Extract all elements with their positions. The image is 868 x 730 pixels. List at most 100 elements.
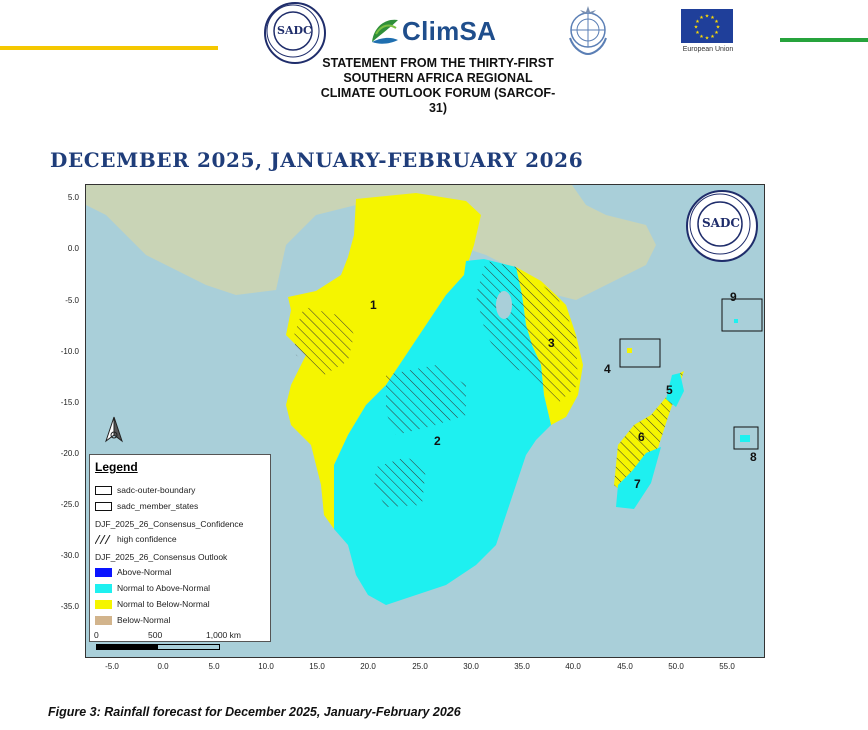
legend-swatch xyxy=(95,486,112,495)
high-confidence-area xyxy=(614,371,684,495)
scale-label: 1,000 km xyxy=(206,630,241,640)
x-tick-label: 5.0 xyxy=(208,662,220,671)
y-tick-label: -25.0 xyxy=(60,500,79,509)
region-label: 8 xyxy=(750,450,757,464)
legend-group-heading: DJF_2025_26_Consensus Outlook xyxy=(95,552,228,562)
eu-star-icon: ★ xyxy=(695,30,700,36)
legend-item: sadc-outer-boundary xyxy=(117,485,196,495)
x-tick-label: 10.0 xyxy=(258,662,274,671)
legend-swatch xyxy=(95,502,112,511)
eu-logo: ★ ★ ★ ★ ★ ★ ★ ★ ★ ★ ★ ★ European Union xyxy=(681,9,735,55)
north-arrow-icon xyxy=(105,416,123,443)
legend-swatch xyxy=(95,584,112,593)
legend-item: Normal to Above-Normal xyxy=(117,583,211,593)
un-emblem-icon xyxy=(569,6,607,56)
period-title: DECEMBER 2025, JANUARY-FEBRUARY 2026 xyxy=(50,148,584,172)
mauritius-inset xyxy=(733,426,759,450)
map-legend: Legend sadc-outer-boundary sadc_member_s… xyxy=(89,454,271,642)
y-tick-label: 0.0 xyxy=(67,244,79,253)
eu-star-icon: ★ xyxy=(699,15,704,21)
eu-star-icon: ★ xyxy=(694,25,699,31)
figure-caption: Figure 3: Rainfall forecast for December… xyxy=(48,705,461,719)
legend-item: sadc_member_states xyxy=(117,501,199,511)
non-sadc-land xyxy=(86,185,656,300)
y-tick-label: -30.0 xyxy=(60,551,79,560)
eu-star-icon: ★ xyxy=(705,14,710,20)
region-1-area xyxy=(286,193,481,529)
eu-label: European Union xyxy=(682,46,734,53)
region-label: 5 xyxy=(666,383,673,397)
climsa-leaf-icon xyxy=(372,19,398,44)
seychelles-island xyxy=(734,319,738,323)
x-tick-label: 20.0 xyxy=(360,662,376,671)
legend-swatch xyxy=(95,600,112,609)
statement-line: STATEMENT FROM THE THIRTY-FIRST xyxy=(322,56,554,70)
x-tick-label: 0.0 xyxy=(157,662,169,671)
map-sadc-logo: SADC xyxy=(686,190,758,262)
sadc-emblem-icon xyxy=(266,4,320,58)
y-tick-label: -5.0 xyxy=(65,296,79,305)
un-logo xyxy=(562,4,614,56)
region-label: 7 xyxy=(634,477,641,491)
y-tick-label: -35.0 xyxy=(60,602,79,611)
region-7-area xyxy=(616,447,661,509)
statement-line: CLIMATE OUTLOOK FORUM (SARCOF- xyxy=(320,86,556,100)
high-confidence-area xyxy=(386,365,466,435)
scale-label: 500 xyxy=(148,630,163,640)
eu-star-icon: ★ xyxy=(714,19,719,25)
region-label: 6 xyxy=(638,430,645,444)
seychelles-inset xyxy=(721,298,763,332)
lake xyxy=(496,291,512,319)
climsa-logo: ClimSA xyxy=(368,12,508,52)
sadc-emblem-icon xyxy=(689,193,751,255)
climsa-logo-text: ClimSA xyxy=(402,16,497,46)
legend-swatch xyxy=(95,616,112,625)
x-tick-label: -5.0 xyxy=(105,662,119,671)
comoros-inset xyxy=(619,338,661,368)
statement-heading: STATEMENT FROM THE THIRTY-FIRST SOUTHERN… xyxy=(288,56,588,116)
y-tick-label: -10.0 xyxy=(60,347,79,356)
sadc-logo-text: SADC xyxy=(277,24,312,37)
region-label: 9 xyxy=(730,290,737,304)
statement-line: SOUTHERN AFRICA REGIONAL xyxy=(343,71,533,85)
x-tick-label: 45.0 xyxy=(617,662,633,671)
y-tick-label: 5.0 xyxy=(67,193,79,202)
header-accent-yellow xyxy=(0,46,218,50)
region-5-area xyxy=(666,373,684,407)
x-tick-label: 15.0 xyxy=(309,662,325,671)
legend-item: Below-Normal xyxy=(117,615,171,625)
eu-star-icon: ★ xyxy=(716,25,721,31)
comoros-island xyxy=(627,348,632,353)
x-tick-label: 35.0 xyxy=(514,662,530,671)
sadc-logo: SADC xyxy=(264,2,326,64)
legend-item: Above-Normal xyxy=(117,567,172,577)
x-tick-label: 30.0 xyxy=(463,662,479,671)
eu-star-icon: ★ xyxy=(695,19,700,25)
y-tick-label: -20.0 xyxy=(60,449,79,458)
scale-bar-segment xyxy=(97,645,158,649)
eu-star-icon: ★ xyxy=(710,34,715,40)
region-label: 1 xyxy=(370,298,377,312)
eu-star-icon: ★ xyxy=(714,30,719,36)
map-sadc-logo-text: SADC xyxy=(702,216,740,230)
x-tick-label: 40.0 xyxy=(565,662,581,671)
scale-bar xyxy=(96,644,220,650)
legend-title: Legend xyxy=(95,460,138,474)
eu-star-icon: ★ xyxy=(710,15,715,21)
region-label: 3 xyxy=(548,336,555,350)
region-label: 4 xyxy=(604,362,611,376)
hatch-swatch-icon xyxy=(95,535,111,544)
eu-flag-icon: ★ ★ ★ ★ ★ ★ ★ ★ ★ ★ ★ ★ xyxy=(681,9,733,43)
y-tick-label: -15.0 xyxy=(60,398,79,407)
region-label: 2 xyxy=(434,434,441,448)
x-tick-label: 50.0 xyxy=(668,662,684,671)
x-tick-label: 25.0 xyxy=(412,662,428,671)
legend-item: high confidence xyxy=(117,534,177,544)
eu-star-icon: ★ xyxy=(699,34,704,40)
legend-group-heading: DJF_2025_26_Consensus_Confidence xyxy=(95,519,244,529)
x-tick-label: 55.0 xyxy=(719,662,735,671)
mauritius-island xyxy=(740,435,750,442)
legend-swatch xyxy=(95,568,112,577)
scale-label: 0 xyxy=(94,630,99,640)
eu-star-icon: ★ xyxy=(705,36,710,42)
